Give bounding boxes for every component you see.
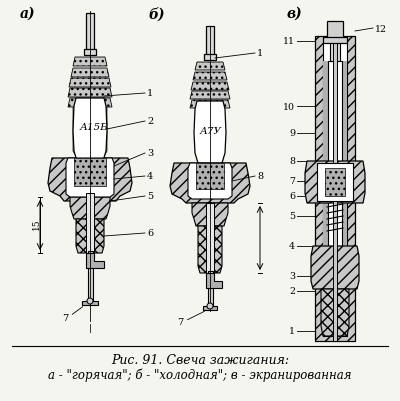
Polygon shape <box>305 162 365 203</box>
Text: |: | <box>88 323 92 332</box>
Polygon shape <box>71 69 109 78</box>
Polygon shape <box>69 79 111 88</box>
Text: 7: 7 <box>62 314 68 323</box>
Bar <box>328 62 342 331</box>
Polygon shape <box>194 102 226 164</box>
Text: А15Б: А15Б <box>80 122 109 131</box>
Polygon shape <box>76 219 104 253</box>
Text: 15: 15 <box>32 218 41 229</box>
Text: 3: 3 <box>147 149 153 158</box>
Bar <box>342 62 347 331</box>
Bar <box>317 164 353 201</box>
Text: 8: 8 <box>257 172 263 181</box>
Polygon shape <box>321 289 349 336</box>
Polygon shape <box>48 159 132 201</box>
Polygon shape <box>190 101 230 109</box>
Polygon shape <box>198 227 222 273</box>
Text: а - "горячая"; б - "холодная"; в - экранированная: а - "горячая"; б - "холодная"; в - экран… <box>48 368 352 381</box>
Text: 2: 2 <box>147 117 153 126</box>
Text: 1: 1 <box>257 49 263 59</box>
Circle shape <box>87 298 93 304</box>
Polygon shape <box>191 83 229 91</box>
Polygon shape <box>206 273 222 288</box>
Text: 12: 12 <box>375 24 387 33</box>
Polygon shape <box>311 246 359 289</box>
Bar <box>333 37 337 341</box>
Bar <box>325 168 345 196</box>
Text: б): б) <box>148 7 165 21</box>
Bar <box>86 194 94 253</box>
Polygon shape <box>66 159 114 198</box>
Polygon shape <box>104 99 107 157</box>
Text: 6: 6 <box>147 229 153 238</box>
Polygon shape <box>73 99 76 157</box>
Bar <box>204 55 216 61</box>
Text: 5: 5 <box>147 192 153 201</box>
Text: 7: 7 <box>289 177 295 186</box>
Bar <box>323 42 347 336</box>
Polygon shape <box>68 89 112 98</box>
Text: А7У: А7У <box>200 127 222 136</box>
Bar <box>84 50 96 56</box>
Text: 2: 2 <box>289 287 295 296</box>
Bar <box>88 251 92 301</box>
Polygon shape <box>70 198 110 219</box>
Polygon shape <box>193 73 227 81</box>
Text: а): а) <box>20 7 36 21</box>
Polygon shape <box>190 92 230 100</box>
Text: 7: 7 <box>177 318 183 327</box>
Bar <box>208 271 212 306</box>
Polygon shape <box>73 58 107 67</box>
Bar <box>315 37 355 341</box>
Polygon shape <box>82 301 98 305</box>
Text: Рис. 91. Свеча зажигания:: Рис. 91. Свеча зажигания: <box>111 353 289 366</box>
Polygon shape <box>188 164 232 200</box>
Bar <box>323 62 328 331</box>
Circle shape <box>207 303 213 309</box>
Text: 1: 1 <box>289 327 295 336</box>
Polygon shape <box>68 99 112 108</box>
Text: 3: 3 <box>289 272 295 281</box>
Polygon shape <box>73 99 107 162</box>
Text: 4: 4 <box>147 172 153 181</box>
Polygon shape <box>196 164 224 190</box>
Bar <box>323 38 347 44</box>
Bar <box>206 27 214 57</box>
Text: в): в) <box>287 7 303 21</box>
Text: 1: 1 <box>147 89 153 98</box>
Bar <box>327 22 343 40</box>
Text: 4: 4 <box>289 242 295 251</box>
Bar <box>86 14 94 52</box>
Text: 8: 8 <box>289 157 295 166</box>
Text: 5: 5 <box>289 212 295 221</box>
Polygon shape <box>192 203 228 227</box>
Polygon shape <box>74 159 106 186</box>
Text: 6: 6 <box>289 192 295 201</box>
Polygon shape <box>170 164 250 203</box>
Polygon shape <box>203 306 217 310</box>
Text: 10: 10 <box>283 102 295 111</box>
Polygon shape <box>195 63 225 71</box>
Bar <box>206 203 214 273</box>
Bar <box>330 40 340 62</box>
Text: 9: 9 <box>289 129 295 138</box>
Text: 11: 11 <box>283 37 295 47</box>
Polygon shape <box>86 253 104 268</box>
